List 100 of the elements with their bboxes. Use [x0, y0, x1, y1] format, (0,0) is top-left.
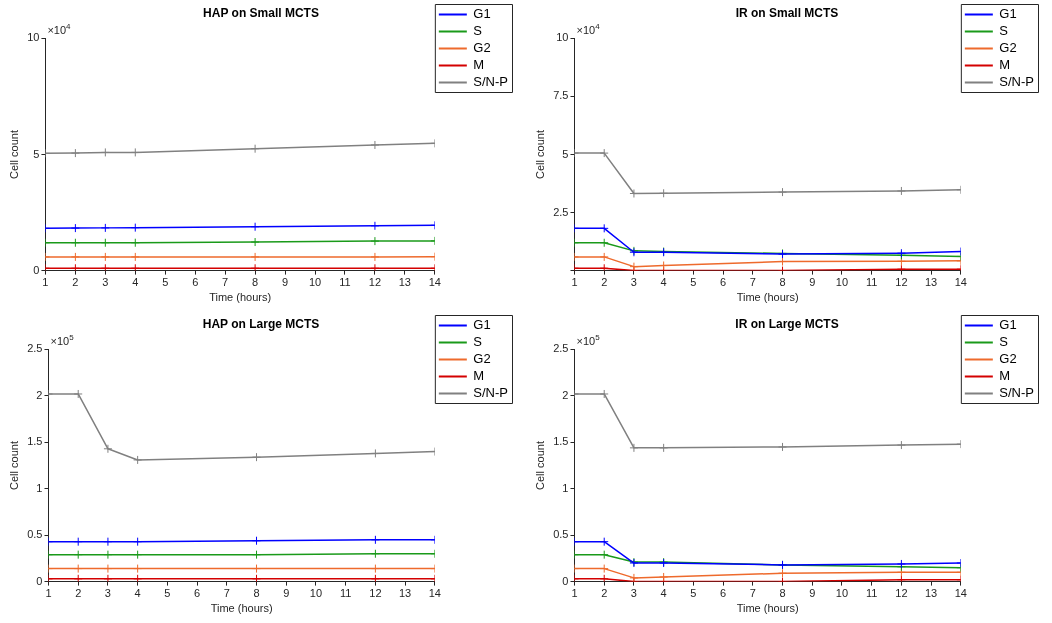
- point: [130, 238, 140, 248]
- y-tick-label: 2.5: [27, 342, 43, 355]
- point: [599, 537, 609, 547]
- x-tick-label: 7: [223, 587, 230, 600]
- legend-label: S/N-P: [999, 385, 1034, 401]
- point: [252, 452, 262, 462]
- x-tick-label: 10: [308, 276, 322, 289]
- x-tick-label: 3: [102, 276, 109, 289]
- point: [133, 455, 143, 465]
- x-tick-label: 7: [749, 276, 756, 289]
- x-tick-label: 8: [779, 276, 786, 289]
- point: [599, 550, 609, 560]
- point: [629, 262, 639, 271]
- x-tick-label: 10: [309, 587, 323, 600]
- x-tick-label: 6: [192, 276, 199, 289]
- x-tick-label: 10: [835, 276, 849, 289]
- legend-label: S/N-P: [473, 74, 508, 90]
- x-axis-title: Time (hours): [209, 291, 272, 304]
- y-tick-label: 2: [36, 388, 43, 401]
- point: [73, 550, 83, 560]
- legend-label: G2: [473, 40, 491, 56]
- y-axis-title: Cell count: [533, 441, 546, 490]
- chart-title: IR on Large MCTS: [735, 316, 839, 331]
- x-axis-title: Time (hours): [210, 602, 273, 615]
- x-tick-label: 7: [222, 276, 229, 289]
- point: [73, 574, 83, 582]
- point: [599, 389, 609, 399]
- y-tick-label: 0.5: [553, 528, 569, 541]
- y-tick-label: 7.5: [553, 89, 569, 102]
- chart-title: HAP on Large MCTS: [202, 316, 320, 331]
- point: [133, 564, 143, 574]
- y-tick-label: 2.5: [553, 342, 569, 355]
- x-tick-label: 4: [660, 276, 667, 289]
- x-tick-label: 9: [809, 587, 816, 600]
- x-tick-label: 11: [339, 276, 351, 289]
- point: [133, 574, 143, 582]
- point: [370, 564, 380, 574]
- point: [599, 252, 609, 262]
- point: [133, 550, 143, 560]
- x-tick-label: 13: [924, 587, 938, 600]
- point: [599, 574, 609, 582]
- x-tick-label: 3: [630, 276, 637, 289]
- point: [370, 221, 380, 231]
- point: [73, 564, 83, 574]
- point: [629, 573, 639, 582]
- point: [659, 443, 669, 453]
- x-tick-label: 2: [75, 587, 82, 600]
- point: [133, 537, 143, 547]
- point: [100, 252, 110, 262]
- point: [896, 264, 906, 271]
- x-tick-label: 14: [954, 587, 967, 600]
- point: [896, 575, 906, 582]
- x-tick-label: 1: [45, 587, 52, 600]
- chart-title: HAP on Small MCTS: [203, 5, 319, 20]
- y-tick-label: 0.5: [27, 528, 43, 541]
- x-tick-label: 8: [779, 587, 786, 600]
- point: [370, 574, 380, 582]
- y-tick-label: 10: [27, 31, 40, 44]
- point: [250, 263, 260, 271]
- point: [73, 537, 83, 547]
- legend-label: S: [999, 23, 1009, 39]
- legend-label: S/N-P: [999, 74, 1034, 90]
- y-tick-label: 1: [562, 481, 569, 494]
- x-tick-label: 12: [368, 276, 382, 289]
- point: [896, 440, 906, 450]
- point: [659, 188, 669, 198]
- x-tick-label: 3: [104, 587, 111, 600]
- point: [250, 237, 260, 247]
- y-tick-label: 10: [556, 31, 569, 44]
- point: [70, 238, 80, 248]
- point: [370, 535, 380, 545]
- point: [70, 252, 80, 262]
- legend-label: G1: [999, 6, 1017, 22]
- x-tick-label: 13: [924, 276, 938, 289]
- point: [599, 148, 609, 158]
- x-tick-label: 13: [398, 276, 411, 289]
- legend-label: M: [999, 368, 1011, 384]
- x-tick-label: 12: [895, 276, 908, 289]
- x-tick-label: 4: [134, 587, 141, 600]
- legend-label: G1: [999, 317, 1017, 333]
- point: [599, 223, 609, 233]
- point: [370, 140, 380, 150]
- x-axis-title: Time (hours): [736, 291, 799, 304]
- point: [100, 263, 110, 271]
- x-tick-label: 9: [282, 276, 289, 289]
- x-tick-label: 10: [835, 587, 849, 600]
- y-tick-label: 0: [562, 574, 569, 587]
- x-tick-label: 7: [749, 587, 756, 600]
- x-tick-label: 5: [162, 276, 169, 289]
- x-tick-label: 5: [690, 276, 697, 289]
- y-tick-label: 1: [36, 481, 43, 494]
- x-tick-label: 2: [72, 276, 79, 289]
- x-tick-label: 6: [194, 587, 201, 600]
- x-tick-label: 6: [720, 276, 727, 289]
- legend-label: G2: [999, 40, 1017, 56]
- point: [100, 223, 110, 233]
- x-tick-label: 9: [809, 276, 816, 289]
- x-tick-label: 8: [253, 587, 260, 600]
- point: [370, 252, 380, 262]
- y-tick-label: 5: [33, 147, 40, 160]
